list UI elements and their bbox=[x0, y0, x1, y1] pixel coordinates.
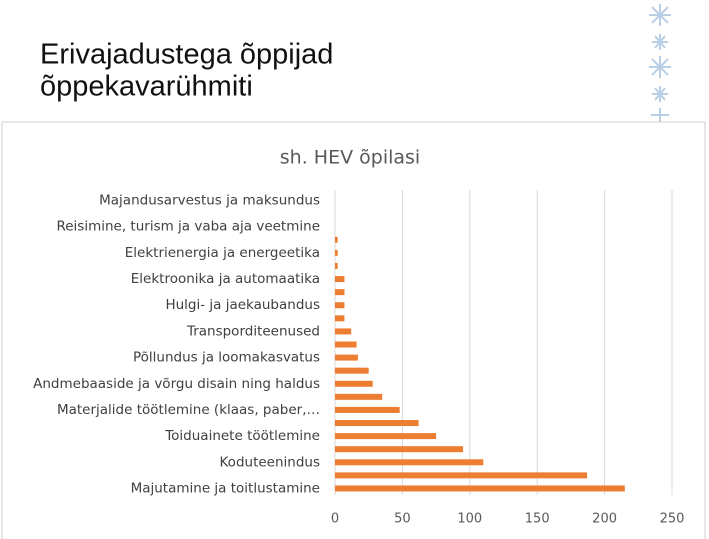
slide-title: õppekavarühmiti bbox=[40, 71, 253, 103]
y-tick-label: Majandusarvestus ja maksundus bbox=[99, 193, 320, 209]
bar bbox=[335, 341, 357, 348]
bar bbox=[335, 249, 338, 256]
x-tick-label: 200 bbox=[592, 512, 617, 527]
bar bbox=[335, 236, 338, 243]
y-tick-label: Majutamine ja toitlustamine bbox=[131, 480, 320, 496]
y-tick-label: Materjalide töötlemine (klaas, paber,… bbox=[57, 402, 320, 418]
bar bbox=[335, 302, 345, 309]
y-tick-label: Koduteenindus bbox=[220, 454, 321, 470]
bar bbox=[335, 433, 437, 440]
y-tick-label: Toiduainete töötlemine bbox=[164, 428, 320, 444]
x-tick-label: 150 bbox=[525, 512, 550, 527]
bar bbox=[335, 289, 345, 296]
x-tick-label: 0 bbox=[331, 512, 339, 527]
bar bbox=[335, 459, 484, 466]
x-tick-label: 100 bbox=[457, 512, 482, 527]
bar bbox=[335, 446, 464, 453]
y-tick-label: Reisimine, turism ja vaba aja veetmine bbox=[56, 219, 320, 235]
bar bbox=[335, 367, 369, 374]
bar bbox=[335, 485, 625, 492]
y-tick-label: Hulgi- ja jaekaubandus bbox=[165, 297, 320, 313]
bar bbox=[335, 472, 588, 479]
bar bbox=[335, 354, 358, 361]
bar bbox=[335, 380, 373, 387]
bar bbox=[335, 420, 419, 427]
x-tick-label: 50 bbox=[394, 512, 411, 527]
y-tick-label: Elektroonika ja automaatika bbox=[131, 271, 320, 287]
bar bbox=[335, 393, 383, 400]
bar bbox=[335, 406, 400, 413]
snowflake-decoration bbox=[649, 4, 671, 122]
slide-title: Erivajadustega õppijad bbox=[40, 39, 333, 71]
bar bbox=[335, 276, 345, 283]
y-tick-label: Transporditeenused bbox=[186, 323, 320, 339]
bar bbox=[335, 328, 352, 335]
chart-frame bbox=[1, 121, 706, 539]
chart-title: sh. HEV õpilasi bbox=[280, 147, 420, 169]
y-tick-label: Andmebaaside ja võrgu disain ning haldus bbox=[33, 376, 320, 392]
y-tick-label: Elektrienergia ja energeetika bbox=[125, 245, 320, 261]
x-tick-label: 250 bbox=[660, 512, 685, 527]
bar bbox=[335, 262, 338, 269]
y-tick-label: Põllundus ja loomakasvatus bbox=[133, 350, 320, 366]
bar bbox=[335, 315, 345, 322]
